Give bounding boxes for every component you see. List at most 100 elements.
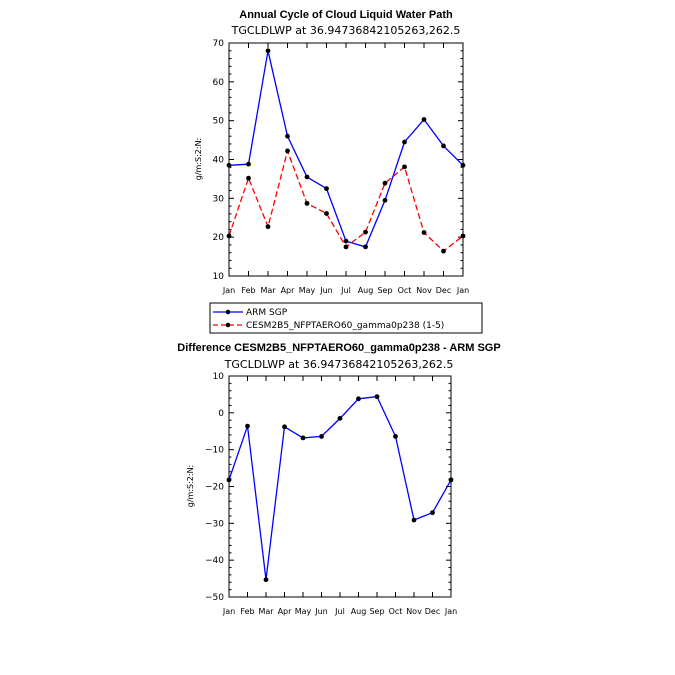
x-tick-label: Jan <box>222 286 235 295</box>
x-tick-label: Jun <box>314 607 328 616</box>
y-tick-label: −50 <box>205 593 224 603</box>
x-tick-label: Jun <box>319 286 333 295</box>
chart1-x-tick-labels: Jan Feb Mar Apr May Jun Jul Aug Sep Oct Nov Dec Jan <box>222 286 469 295</box>
y-tick-label: 30 <box>213 194 225 204</box>
data-point <box>393 434 398 439</box>
data-point <box>382 180 388 186</box>
plot-frame <box>228 375 452 598</box>
x-tick-label: Mar <box>258 607 274 616</box>
data-point <box>263 577 269 583</box>
y-tick-label: −40 <box>205 556 224 566</box>
data-point <box>363 229 368 235</box>
data-point <box>374 394 380 400</box>
data-point <box>285 148 290 154</box>
y-tick-label: −10 <box>205 446 224 456</box>
data-point <box>402 164 407 170</box>
x-tick-label: Nov <box>416 286 432 295</box>
y-tick-label: −30 <box>205 519 224 529</box>
x-tick-label: Mar <box>260 286 276 295</box>
data-point <box>226 162 232 168</box>
x-tick-label: Feb <box>240 607 254 616</box>
data-point <box>226 477 232 483</box>
chart2-y-tick-labels: 10 0 −10 −20 −30 −40 −50 <box>205 372 224 603</box>
data-point <box>304 200 310 206</box>
data-point <box>448 477 454 483</box>
x-tick-label: Aug <box>358 286 374 295</box>
data-point <box>421 230 427 235</box>
x-tick-label: Jan <box>444 607 457 616</box>
data-point <box>245 423 250 429</box>
chart2-y-axis-label: g/m:S:2:N: <box>186 465 195 508</box>
x-tick-label: Sep <box>377 286 392 295</box>
x-tick-label: Apr <box>281 286 296 295</box>
chart1-y-axis-label: g/m:S:2:N: <box>194 138 203 181</box>
legend-label-arm-sgp: ARM SGP <box>246 308 288 318</box>
y-tick-label: −20 <box>205 483 224 493</box>
data-point <box>285 133 290 139</box>
chart2-series <box>226 394 454 583</box>
chart1-title: Annual Cycle of Cloud Liquid Water Path <box>239 9 453 21</box>
data-point <box>363 244 368 250</box>
data-point <box>337 415 343 421</box>
chart1-subtitle: TGCLDLWP at 36.94736842105263,262.5 <box>231 24 461 37</box>
data-point <box>265 48 271 54</box>
chart-difference: Difference CESM2B5_NFPTAERO60_gamma0p238… <box>177 342 500 616</box>
x-tick-label: Sep <box>369 607 384 616</box>
chart1-series <box>226 48 466 254</box>
data-point <box>411 517 417 523</box>
x-tick-label: Jan <box>456 286 469 295</box>
data-point <box>460 233 466 239</box>
data-point <box>441 248 446 254</box>
legend-label-cesm: CESM2B5_NFPTAERO60_gamma0p238 (1-5) <box>246 321 444 331</box>
y-tick-label: 0 <box>218 409 224 419</box>
data-point <box>343 244 349 250</box>
data-point <box>246 161 251 167</box>
x-tick-label: Jul <box>340 286 351 295</box>
chart-cloud-lwp-annual-cycle: Annual Cycle of Cloud Liquid Water Path … <box>194 9 469 295</box>
legend-box <box>209 302 483 334</box>
x-tick-label: Oct <box>389 607 403 616</box>
x-tick-label: May <box>295 607 312 616</box>
chart2-title: Difference CESM2B5_NFPTAERO60_gamma0p238… <box>177 342 500 354</box>
x-tick-label: Feb <box>241 286 255 295</box>
data-point <box>265 224 271 230</box>
chart1-legend: ARM SGP CESM2B5_NFPTAERO60_gamma0p238 (1… <box>209 302 483 334</box>
data-point <box>382 197 388 203</box>
data-point <box>441 143 446 149</box>
y-tick-label: 20 <box>213 233 225 243</box>
data-point <box>421 117 427 122</box>
x-tick-label: Oct <box>398 286 412 295</box>
data-point <box>300 435 306 441</box>
y-tick-label: 10 <box>213 272 225 282</box>
data-point <box>356 396 361 402</box>
legend-marker-arm-sgp <box>225 309 231 315</box>
x-tick-label: Dec <box>436 286 451 295</box>
x-tick-label: Nov <box>406 607 422 616</box>
y-tick-label: 60 <box>213 78 225 88</box>
data-point <box>304 174 310 180</box>
x-tick-label: Aug <box>351 607 367 616</box>
data-point <box>430 510 435 516</box>
data-point <box>343 238 349 244</box>
data-point <box>226 233 232 239</box>
data-point <box>324 211 329 216</box>
chart2-axes <box>228 375 452 598</box>
x-tick-label: Jan <box>222 607 235 616</box>
series-line-primary <box>228 395 452 580</box>
chart1-y-tick-labels: 10 20 30 40 50 60 70 <box>213 39 225 282</box>
legend-marker-cesm <box>225 322 231 328</box>
y-tick-label: 50 <box>213 117 225 127</box>
y-tick-label: 40 <box>213 156 225 166</box>
y-tick-label: 70 <box>213 39 225 49</box>
x-tick-label: Apr <box>278 607 293 616</box>
data-point <box>319 434 324 439</box>
data-point <box>282 424 287 430</box>
x-tick-label: May <box>299 286 316 295</box>
y-tick-label: 10 <box>213 372 225 382</box>
x-tick-label: Jul <box>334 607 345 616</box>
data-point <box>324 186 329 192</box>
series-line-secondary <box>228 148 464 252</box>
chart2-subtitle: TGCLDLWP at 36.94736842105263,262.5 <box>224 358 454 371</box>
data-point <box>460 162 466 168</box>
